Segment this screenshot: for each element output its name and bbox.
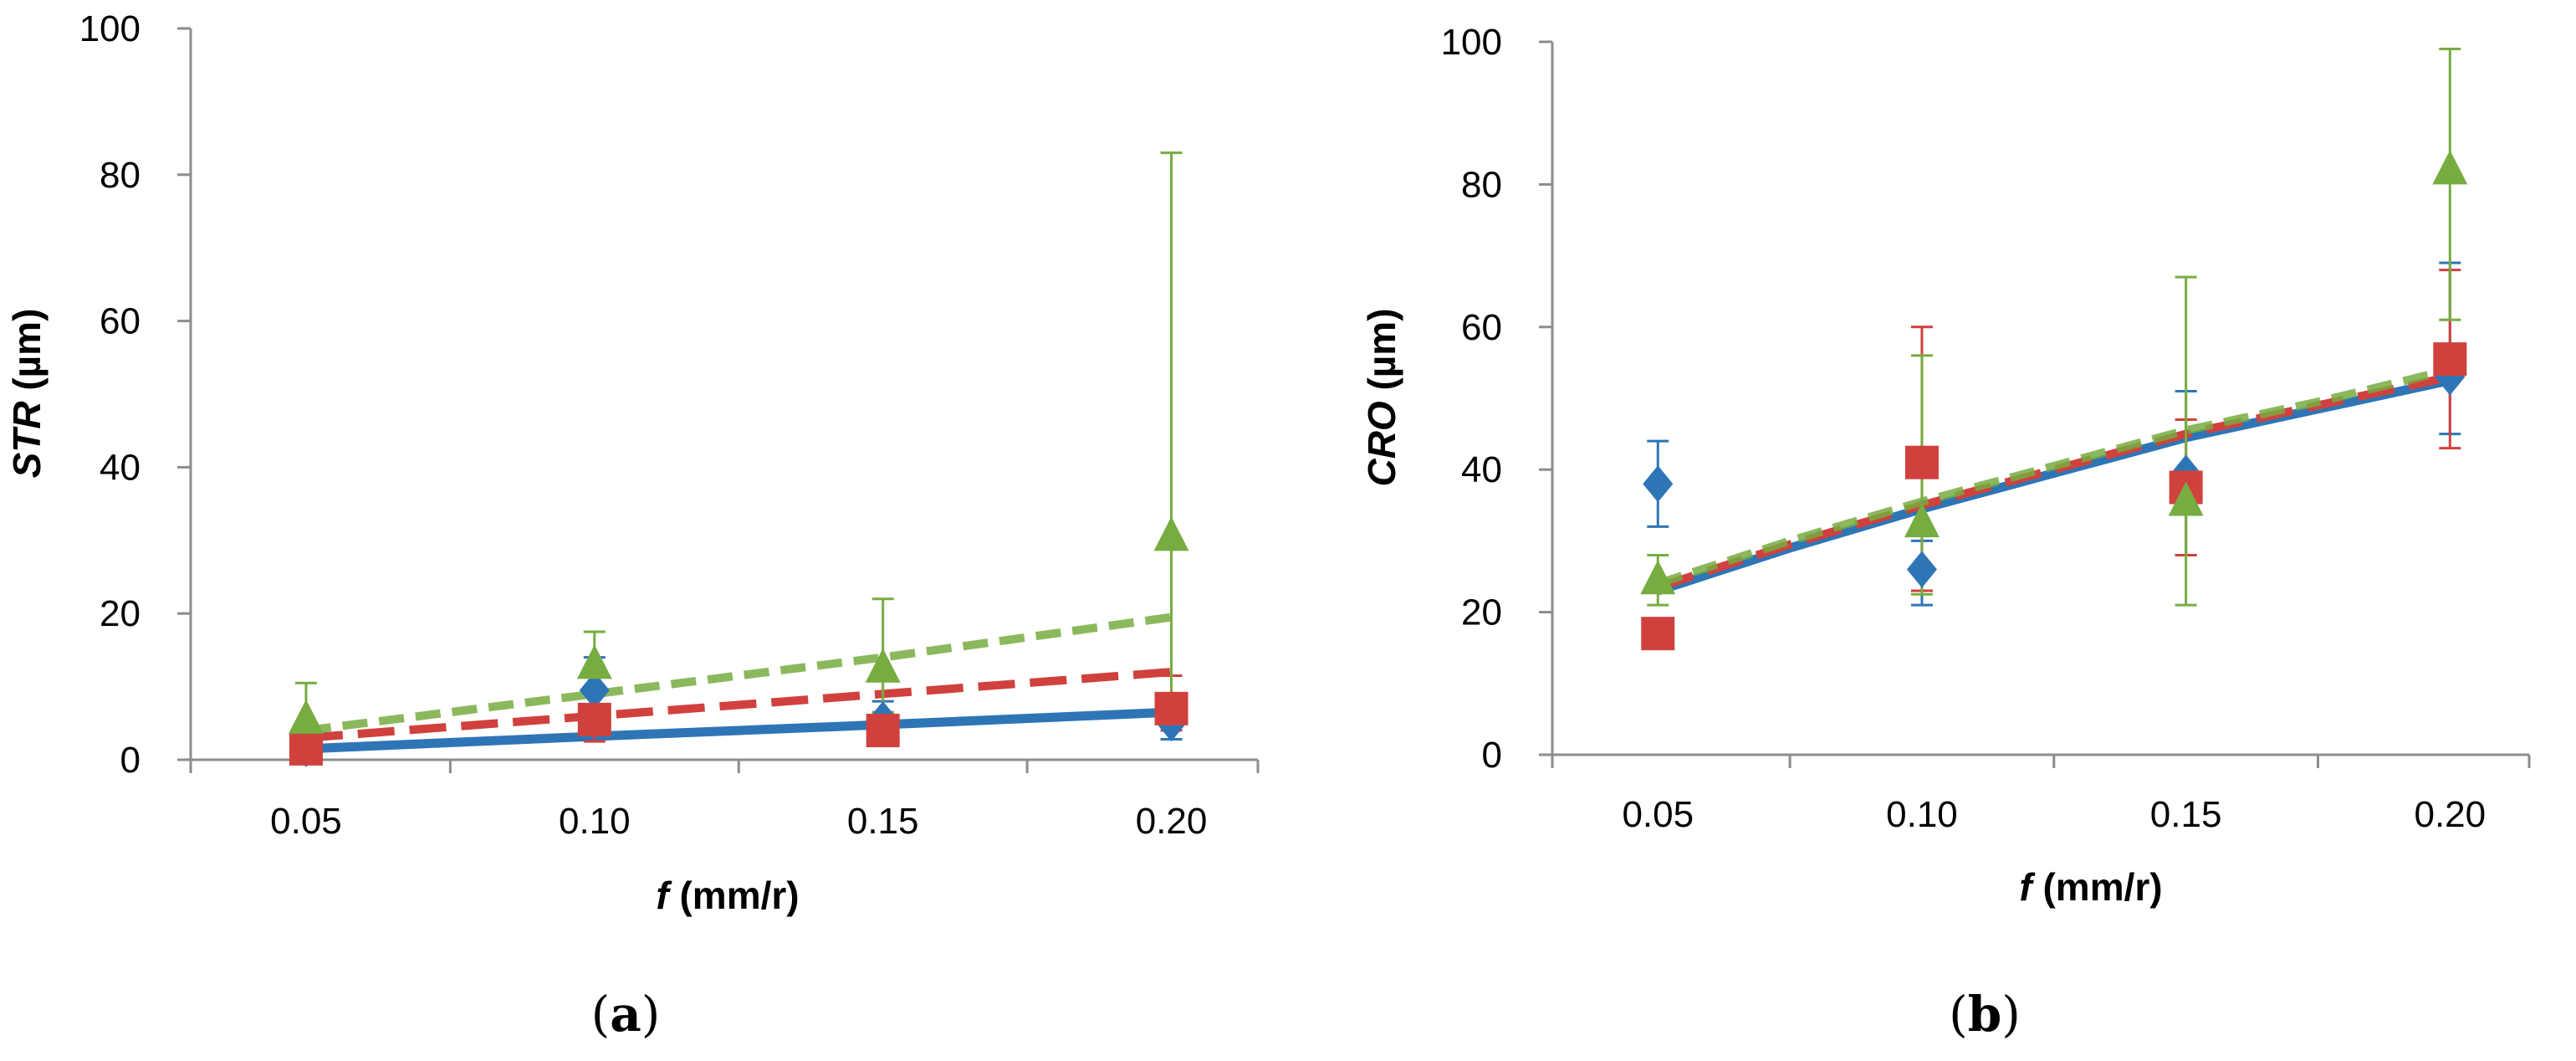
panel-b-caption: (b) [1949, 986, 2021, 1043]
panel-b-series-3-markers [1640, 150, 2468, 595]
panel-b-series-3-point [2432, 150, 2468, 185]
panel-b-x-tick-label: 0.05 [1622, 794, 1694, 835]
panel-b: 0 20 40 60 80 100 0.05 0.10 0.15 0.20 CRO (µm) f … [1360, 22, 2531, 1043]
panel-b-x-tick-label: 0.10 [1886, 794, 1958, 835]
panel-b-y-tick-label: 80 [1461, 164, 1502, 205]
panel-b-y-tick-label: 40 [1461, 449, 1502, 490]
panel-b-series-3-point [1640, 560, 1676, 595]
panel-b-series-3-trend-line [1656, 366, 2451, 588]
panel-a-series-3-markers [288, 516, 1189, 734]
panel-a-y-tick-label: 0 [120, 740, 141, 781]
panel-a-y-tick-label: 100 [79, 8, 141, 49]
panel-a-series-3-point [865, 648, 901, 683]
panel-a: 0 20 40 60 80 100 0.05 0.10 0.15 0.20 STR (µm) f … [5, 8, 1260, 1043]
panel-b-series-3-point [2168, 481, 2204, 516]
panel-a-axes: 0 20 40 60 80 100 0.05 0.10 0.15 0.20 [79, 8, 1260, 842]
panel-b-y-tick-label: 0 [1482, 735, 1502, 776]
panel-b-series-1-trend-line [1656, 376, 2451, 596]
panel-a-series-3-point [288, 699, 324, 734]
panel-b-series-2-point [1641, 617, 1675, 651]
panel-a-y-tick-label: 80 [100, 155, 141, 196]
panel-a-series-3-point [1153, 516, 1189, 551]
panel-b-x-tick-label: 0.15 [2150, 794, 2222, 835]
panel-a-series-2-point [1154, 691, 1188, 725]
panel-a-x-axis-title: f (mm/r) [656, 874, 799, 917]
panel-b-x-axis-title: f (mm/r) [2019, 865, 2162, 909]
panel-b-series-2 [1647, 269, 2461, 649]
panel-a-y-axis-title: STR (µm) [5, 309, 49, 479]
panel-a-x-tick-label: 0.15 [847, 801, 919, 842]
panel-a-series-2-point [577, 702, 611, 736]
panel-a-series-2-point [289, 731, 323, 766]
panel-b-plot-area: 0 20 40 60 80 100 0.05 0.10 0.15 0.20 [1441, 22, 2531, 835]
panel-b-series-2-point [2433, 342, 2467, 377]
panel-a-y-tick-label: 40 [100, 447, 141, 488]
panel-a-caption: (a) [591, 986, 661, 1043]
panel-a-y-tick-label: 20 [100, 593, 141, 634]
panel-b-y-tick-label: 60 [1461, 307, 1502, 348]
panel-a-series-2-markers [289, 691, 1188, 766]
panel-a-series-3 [294, 151, 1183, 747]
panel-b-y-axis-title: CRO (µm) [1360, 308, 1403, 486]
panel-b-axes: 0 20 40 60 80 100 0.05 0.10 0.15 0.20 [1441, 22, 2531, 835]
panel-a-plot-area: 0 20 40 60 80 100 0.05 0.10 0.15 0.20 [79, 8, 1260, 842]
panel-b-series-2-markers [1641, 342, 2467, 651]
panel-a-series-2-trend-line [305, 668, 1172, 742]
panel-b-y-tick-label: 20 [1461, 592, 1502, 633]
panel-b-series-1-point [1643, 465, 1674, 503]
panel-b-y-tick-label: 100 [1441, 22, 1502, 63]
panel-b-series-3-point [1904, 503, 1940, 538]
panel-a-series-2-point [866, 714, 900, 748]
panel-a-series-1-point [579, 671, 610, 709]
panel-a-series-1-trend-line [305, 707, 1172, 754]
panel-a-x-tick-label: 0.20 [1136, 801, 1208, 842]
panel-a-series-3-point [576, 644, 612, 679]
panel-b-x-tick-label: 0.20 [2414, 794, 2486, 835]
panel-b-series-3 [1647, 48, 2461, 607]
panel-a-x-tick-label: 0.05 [270, 801, 342, 842]
panel-a-y-tick-label: 60 [100, 301, 141, 342]
panel-b-series-1-point [1906, 551, 1937, 588]
panel-b-series-2-point [1904, 445, 1939, 479]
panel-a-x-tick-label: 0.10 [559, 801, 631, 842]
